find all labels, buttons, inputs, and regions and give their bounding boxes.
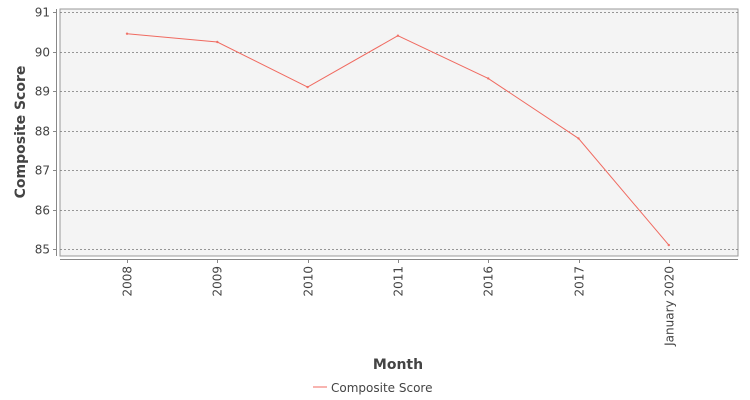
- data-point: [306, 85, 309, 89]
- y-tick-label: 88: [35, 125, 50, 139]
- y-tick-label: 86: [35, 204, 50, 218]
- legend: Composite Score: [313, 381, 432, 395]
- y-tick-label: 90: [35, 46, 50, 60]
- data-point: [577, 137, 580, 140]
- data-point: [487, 77, 490, 80]
- plot-background: [59, 8, 739, 257]
- series-layer: [125, 32, 670, 247]
- y-tick-label: 91: [35, 6, 50, 20]
- data-point: [125, 32, 129, 35]
- y-tick-label: 85: [35, 243, 50, 257]
- x-tick-label: January 2020: [663, 266, 677, 347]
- legend-label: Composite Score: [331, 381, 432, 395]
- x-tick-label: 2017: [573, 266, 587, 297]
- x-axis: 2008 2009 2010 2011 2016 2017 January 2020: [60, 259, 738, 347]
- data-point: [216, 40, 219, 44]
- x-tick-label: 2011: [392, 266, 406, 297]
- data-point: [667, 243, 670, 247]
- x-tick-label: 2009: [211, 266, 225, 297]
- x-axis-title: Month: [373, 357, 423, 373]
- data-point: [396, 34, 400, 37]
- y-tick-label: 87: [35, 164, 50, 178]
- x-tick-label: 2016: [482, 266, 496, 297]
- x-tick-label: 2010: [302, 266, 316, 297]
- y-axis: 85 86 87 88 89 90 91: [35, 6, 57, 257]
- x-tick-label: 2008: [121, 266, 135, 297]
- y-axis-title: Composite Score: [13, 66, 29, 199]
- y-tick-label: 89: [35, 85, 50, 99]
- grid-lines: [60, 12, 738, 250]
